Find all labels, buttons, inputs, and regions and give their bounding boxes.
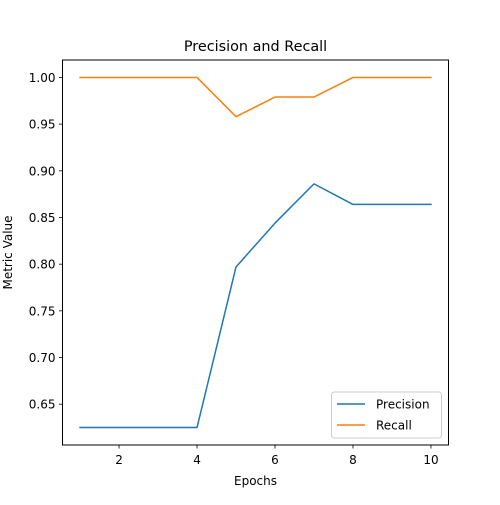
x-axis-label: Epochs [234, 474, 277, 488]
y-tick-label: 0.85 [29, 211, 56, 225]
series-line-precision [79, 183, 432, 429]
y-tick-label: 0.65 [29, 398, 56, 412]
x-tick-label: 10 [423, 453, 438, 467]
chart-title: Precision and Recall [184, 39, 327, 55]
series-line-recall [79, 76, 432, 118]
x-tick-label: 4 [193, 453, 201, 467]
legend-label-recall: Recall [376, 419, 412, 433]
tick-layer: 2 4 6 8 10 0.65 0.70 0.75 0.80 0.85 0.90 0.95 1.00 [29, 71, 439, 467]
legend: Precision Recall [331, 391, 442, 439]
y-tick-label: 0.70 [29, 351, 56, 365]
y-tick-label: 0.80 [29, 258, 56, 272]
series-layer [79, 76, 432, 429]
x-tick-label: 8 [349, 453, 357, 467]
y-tick-label: 0.95 [29, 118, 56, 132]
y-tick-label: 0.90 [29, 164, 56, 178]
plot-area-frame [62, 59, 449, 446]
y-tick-label: 1.00 [29, 71, 56, 85]
legend-label-precision: Precision [376, 398, 430, 412]
x-tick-label: 6 [271, 453, 279, 467]
y-axis-label: Metric Value [1, 215, 15, 289]
x-tick-label: 2 [115, 453, 123, 467]
y-tick-label: 0.75 [29, 304, 56, 318]
